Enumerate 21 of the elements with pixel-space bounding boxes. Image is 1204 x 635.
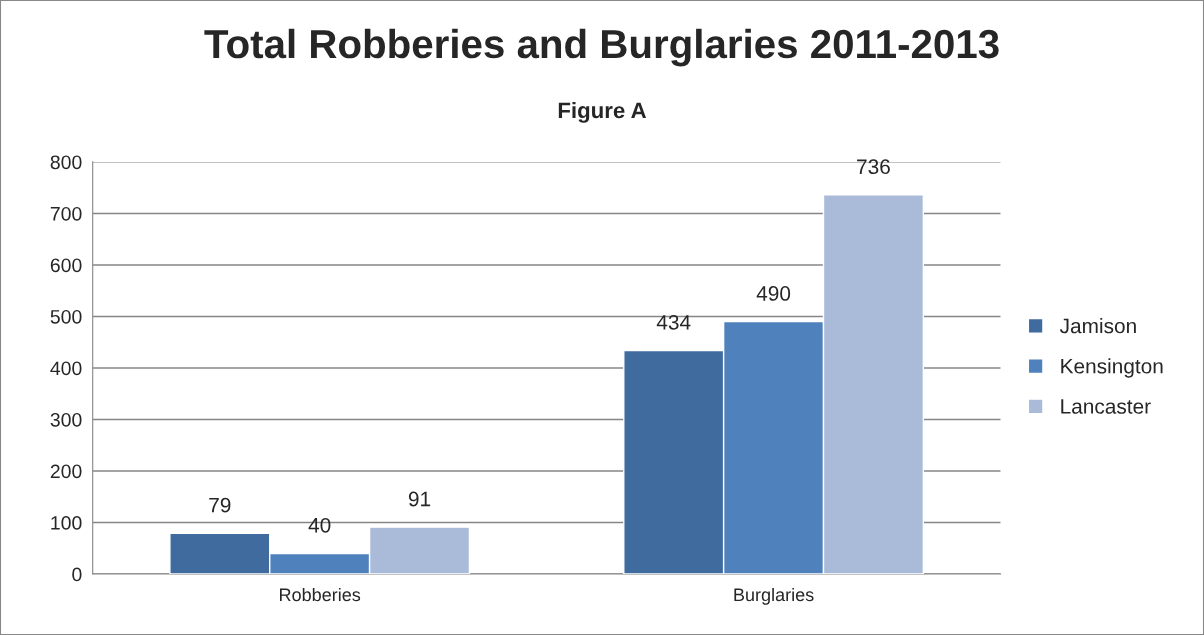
x-tick-label: Burglaries: [734, 587, 814, 605]
y-tick-label: 800: [50, 155, 82, 170]
y-tick-label: 300: [50, 412, 82, 427]
y-tick-label: 600: [50, 258, 82, 273]
chart-title: Total Robberies and Burglaries 2011-2013: [204, 28, 999, 67]
y-tick-label: 0: [72, 567, 82, 582]
chart-subtitle: Figure A: [558, 101, 647, 123]
legend-label: Jamison: [1059, 318, 1136, 334]
data-label: 736: [857, 159, 890, 175]
x-tick-label: Robberies: [280, 587, 361, 602]
y-tick-label: 400: [50, 361, 82, 376]
data-label: 79: [209, 497, 231, 513]
y-tick-label: 700: [50, 206, 82, 221]
legend-label: Lancaster: [1061, 399, 1151, 414]
data-label: 91: [408, 491, 431, 507]
y-tick-label: 100: [51, 515, 82, 530]
data-label: 434: [656, 314, 691, 330]
data-label: 490: [756, 286, 791, 301]
legend-label: Kensington: [1061, 358, 1163, 378]
y-tick-label: 500: [50, 309, 82, 324]
y-tick-label: 200: [50, 464, 82, 479]
